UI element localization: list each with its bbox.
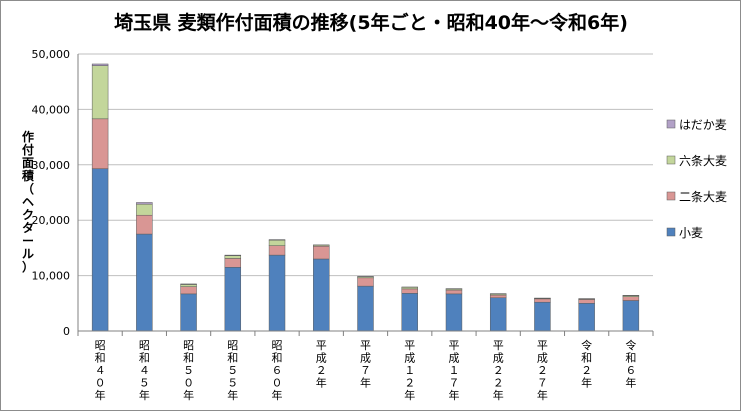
bar-segment bbox=[136, 203, 153, 216]
bar-segment bbox=[136, 233, 153, 332]
y-tick-label: 10,000 bbox=[32, 270, 71, 283]
x-tick-label: 昭和５５年 bbox=[227, 339, 238, 402]
bar-segment bbox=[313, 245, 330, 260]
bar-segment bbox=[268, 239, 286, 241]
bar-segment bbox=[91, 168, 109, 332]
y-axis-ticks: 0 10,000 20,000 30,000 40,000 50,000 bbox=[32, 48, 71, 338]
legend-swatch bbox=[666, 155, 676, 165]
bar-segment bbox=[534, 298, 551, 303]
bar-segment bbox=[268, 245, 286, 256]
bar-segment bbox=[224, 258, 242, 268]
gridlines bbox=[78, 53, 653, 277]
x-tick-label: 平成２７年 bbox=[537, 339, 548, 402]
bar-segment bbox=[489, 294, 507, 299]
bar-segment bbox=[445, 289, 463, 295]
bar-segment bbox=[268, 254, 286, 332]
bar-segment bbox=[224, 255, 242, 259]
legend-label: 六条大麦 bbox=[679, 154, 727, 168]
legend-label: はだか麦 bbox=[679, 118, 727, 132]
y-axis-title: 作付面積（ヘクタール） bbox=[21, 129, 35, 274]
bar-segment bbox=[268, 239, 286, 246]
bar-segment bbox=[91, 118, 109, 169]
bar-segment bbox=[401, 293, 418, 332]
legend-label: 小麦 bbox=[679, 226, 703, 240]
y-tick-label: 20,000 bbox=[32, 214, 71, 227]
bar-segment bbox=[578, 303, 595, 332]
bar-segment bbox=[224, 267, 242, 332]
chart-title: 埼玉県 麦類作付面積の推移(5年ごと・昭和40年～令和6年) bbox=[114, 11, 628, 34]
bars bbox=[91, 63, 640, 332]
bar-segment bbox=[91, 63, 109, 66]
bar-segment bbox=[313, 258, 330, 332]
x-tick-label: 平成２年 bbox=[316, 339, 327, 390]
x-tick-label: 令和２年 bbox=[581, 338, 592, 390]
bar-segment bbox=[622, 300, 640, 332]
bar-segment bbox=[180, 293, 197, 332]
legend-swatch bbox=[666, 227, 676, 237]
bar-segment bbox=[136, 214, 153, 235]
bar-segment bbox=[91, 65, 109, 120]
x-tick-label: 昭和４０年 bbox=[95, 339, 106, 402]
x-tick-label: 平成２２年 bbox=[493, 339, 504, 402]
axes bbox=[77, 54, 654, 336]
y-tick-label: 30,000 bbox=[32, 159, 71, 172]
x-tick-label: 昭和５０年 bbox=[183, 339, 194, 402]
x-tick-label: 平成１２年 bbox=[404, 339, 415, 402]
x-tick-label: 昭和６０年 bbox=[272, 339, 283, 402]
bar-segment bbox=[622, 296, 640, 301]
x-tick-label: 平成７年 bbox=[360, 339, 371, 390]
y-axis-label: 作付面積（ヘクタール） bbox=[21, 129, 35, 274]
bar-segment bbox=[180, 286, 197, 295]
bar-segment bbox=[180, 284, 197, 287]
bar-segment bbox=[224, 254, 242, 256]
bar-segment bbox=[357, 277, 374, 287]
legend-swatch bbox=[666, 191, 676, 201]
bar-segment bbox=[534, 301, 551, 332]
legend-swatch bbox=[666, 119, 676, 129]
bar-segment bbox=[180, 283, 197, 285]
y-tick-label: 0 bbox=[63, 325, 70, 338]
x-tick-label: 平成１７年 bbox=[448, 339, 459, 402]
y-tick-label: 40,000 bbox=[32, 103, 71, 116]
bar-segment bbox=[578, 299, 595, 304]
bar-segment bbox=[357, 285, 374, 332]
x-axis-categories: 昭和４０年 昭和４５年 昭和５０年 昭和５５年 昭和６０年 平成２年 平成７年 平成１２年 平成… bbox=[95, 338, 637, 402]
bar-segment bbox=[401, 288, 418, 294]
bar-segment bbox=[489, 297, 507, 332]
x-tick-label: 令和６年 bbox=[625, 338, 636, 390]
y-tick-label: 50,000 bbox=[32, 48, 71, 61]
bar-segment bbox=[445, 293, 463, 332]
bar-segment bbox=[136, 202, 153, 205]
x-tick-label: 昭和４５年 bbox=[139, 339, 150, 402]
legend-label: 二条大麦 bbox=[679, 190, 727, 204]
